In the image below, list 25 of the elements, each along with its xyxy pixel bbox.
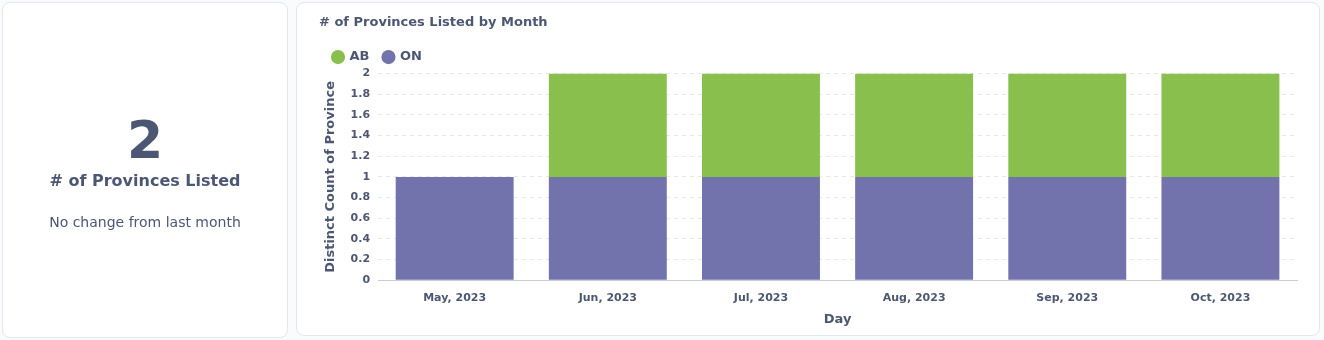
y-tick-label: 1.4 <box>350 128 371 142</box>
y-tick-label: 0.8 <box>350 190 371 204</box>
text: # of Provinces Listed <box>48 171 242 190</box>
y-tick-label: 0.2 <box>350 252 371 266</box>
x-axis-title: Day <box>823 310 852 326</box>
x-tick-label: May, 2023 <box>423 290 487 304</box>
y-tick-label: 2 <box>362 66 371 80</box>
x-tick-label: Oct, 2023 <box>1190 290 1251 304</box>
y-tick-label: 0.6 <box>350 211 371 225</box>
y-tick-label: 0.4 <box>350 231 371 245</box>
y-tick-label: 1.8 <box>350 87 371 101</box>
y-tick-label: 1.6 <box>350 107 371 121</box>
y-tick-label: 1 <box>362 169 371 183</box>
legend-label: AB <box>349 48 370 64</box>
x-tick-label: Sep, 2023 <box>1036 290 1099 304</box>
chart-title: # of Provinces Listed by Month <box>319 14 548 30</box>
y-tick-label: 0 <box>362 273 371 287</box>
x-tick-label: Aug, 2023 <box>882 290 946 304</box>
legend-label: ON <box>399 48 422 64</box>
x-tick-label: Jun, 2023 <box>577 290 638 304</box>
y-tick-label: 1.2 <box>350 149 371 163</box>
text: 2 <box>125 110 165 170</box>
text: No change from last month <box>48 214 242 230</box>
y-axis-title: Distinct Count of Province <box>322 80 338 273</box>
x-tick-label: Jul, 2023 <box>732 290 789 304</box>
